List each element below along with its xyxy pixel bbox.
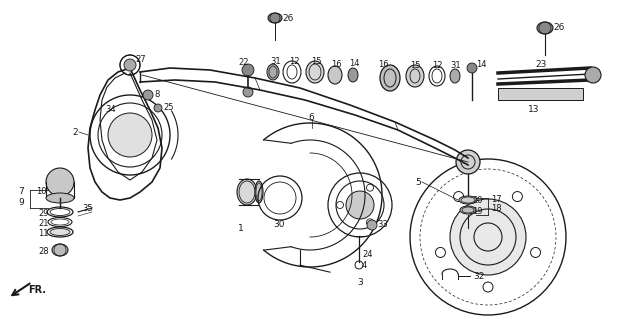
Text: 10: 10 (36, 187, 47, 196)
Text: 23: 23 (535, 60, 546, 69)
Circle shape (367, 220, 377, 230)
Circle shape (154, 104, 162, 112)
Text: 22: 22 (238, 58, 249, 67)
Text: 29: 29 (38, 209, 49, 218)
Circle shape (467, 63, 477, 73)
Text: 19: 19 (472, 207, 483, 216)
Text: 5: 5 (415, 178, 420, 187)
Text: 31: 31 (270, 57, 281, 66)
Ellipse shape (255, 181, 263, 203)
Ellipse shape (306, 61, 324, 83)
Text: 11: 11 (38, 229, 49, 238)
Text: 12: 12 (432, 61, 442, 70)
Text: 33: 33 (377, 220, 388, 229)
Text: 8: 8 (154, 90, 159, 99)
Text: 20: 20 (472, 196, 483, 205)
Circle shape (46, 168, 74, 196)
Text: 31: 31 (450, 61, 461, 70)
Text: 21: 21 (38, 219, 49, 228)
Text: 4: 4 (362, 261, 367, 270)
Text: 24: 24 (362, 250, 373, 259)
Circle shape (456, 150, 480, 174)
Ellipse shape (459, 196, 477, 204)
Text: 35: 35 (82, 204, 93, 213)
Text: 26: 26 (282, 14, 294, 23)
Ellipse shape (537, 22, 553, 34)
Ellipse shape (450, 69, 460, 83)
Text: 12: 12 (289, 57, 300, 66)
Text: 3: 3 (357, 278, 363, 287)
Text: 6: 6 (308, 113, 313, 122)
Circle shape (124, 59, 136, 71)
Ellipse shape (46, 193, 74, 203)
Ellipse shape (328, 66, 342, 84)
Text: 34: 34 (105, 105, 116, 114)
Ellipse shape (52, 244, 68, 256)
Text: 9: 9 (18, 198, 24, 207)
Circle shape (143, 90, 153, 100)
Bar (498, 88, 583, 100)
Ellipse shape (460, 206, 476, 214)
Text: 25: 25 (163, 103, 174, 112)
Text: 16: 16 (378, 60, 389, 69)
Text: 16: 16 (331, 60, 341, 69)
Text: 27: 27 (135, 55, 146, 64)
Text: 26: 26 (553, 23, 564, 32)
Ellipse shape (268, 13, 282, 23)
Circle shape (585, 67, 601, 83)
Text: 2: 2 (72, 128, 78, 137)
Text: 1: 1 (238, 224, 244, 233)
Text: 15: 15 (311, 57, 322, 66)
Ellipse shape (406, 65, 424, 87)
Circle shape (242, 64, 254, 76)
Text: FR.: FR. (28, 285, 46, 295)
Text: 15: 15 (410, 61, 420, 70)
Circle shape (108, 113, 152, 157)
Circle shape (243, 87, 253, 97)
Text: 14: 14 (349, 59, 360, 68)
Text: 28: 28 (38, 247, 49, 256)
Ellipse shape (348, 68, 358, 82)
Text: 7: 7 (18, 187, 24, 196)
Ellipse shape (50, 228, 70, 236)
Circle shape (450, 199, 526, 275)
Text: 13: 13 (528, 105, 539, 114)
Text: 30: 30 (273, 220, 284, 229)
Text: 32: 32 (473, 272, 485, 281)
Ellipse shape (380, 65, 400, 91)
Ellipse shape (237, 179, 257, 205)
Text: 17: 17 (491, 195, 501, 204)
Ellipse shape (267, 64, 279, 80)
Circle shape (346, 191, 374, 219)
Text: 18: 18 (491, 204, 501, 213)
Text: 14: 14 (476, 60, 486, 69)
